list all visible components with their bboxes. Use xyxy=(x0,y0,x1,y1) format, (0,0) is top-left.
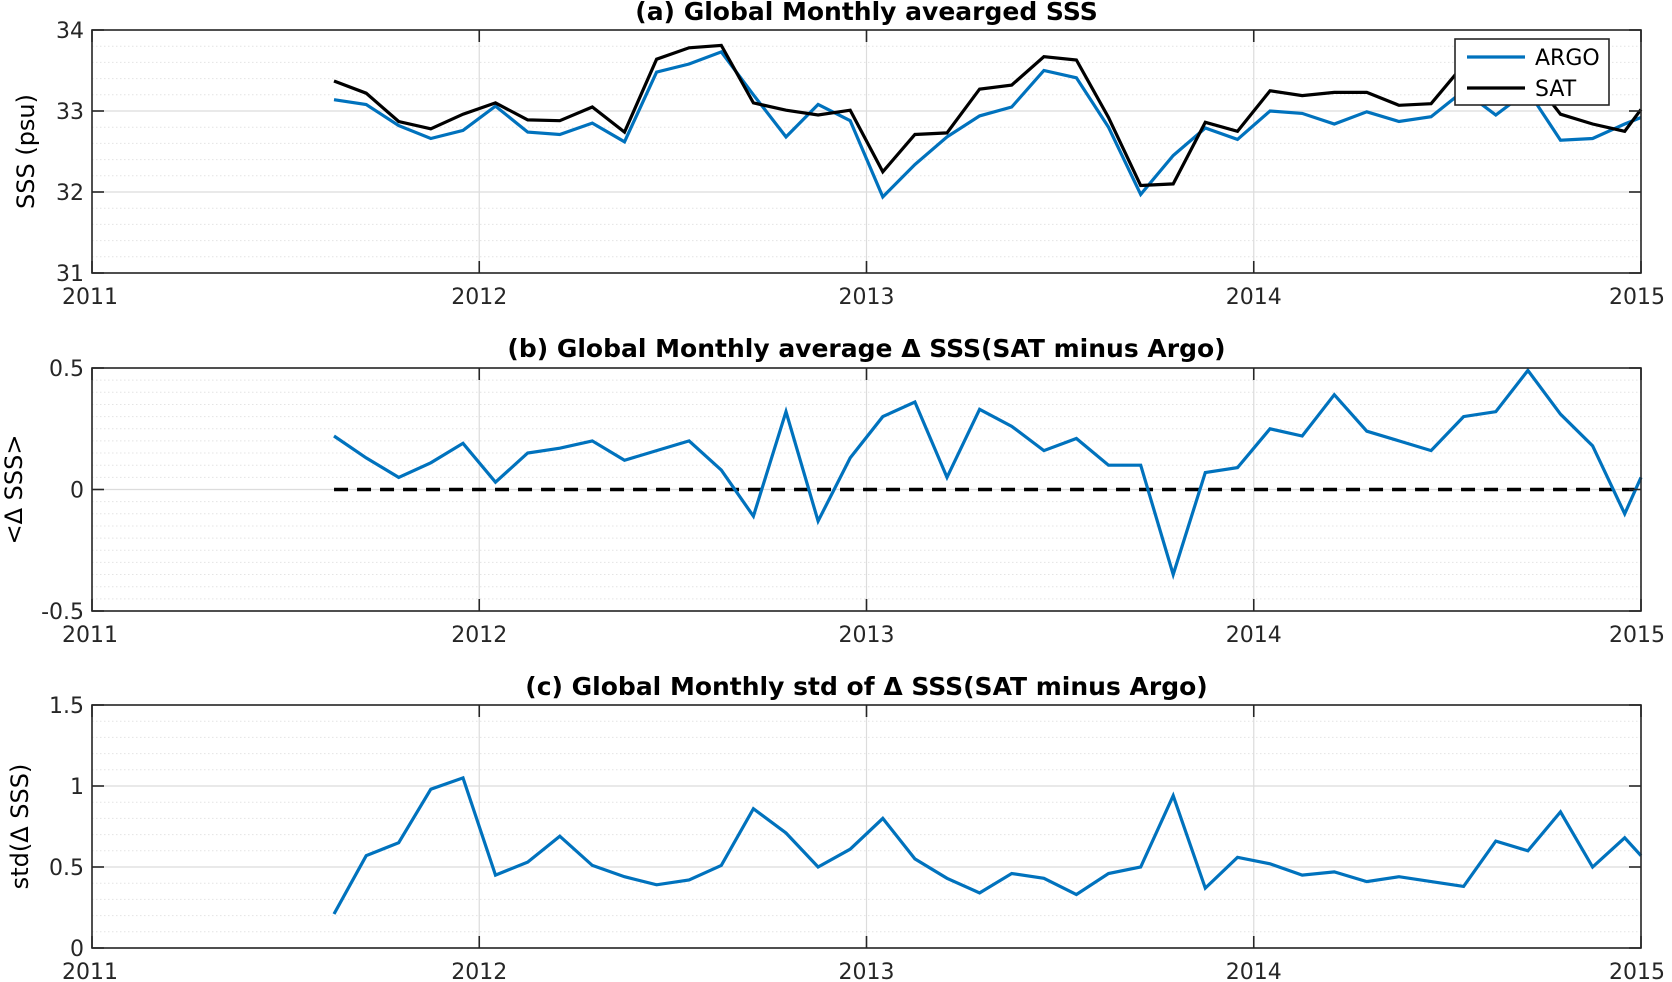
y-tick-label: 0 xyxy=(70,937,84,962)
y-axis-label: <Δ SSS> xyxy=(0,435,28,545)
y-tick-label: 0 xyxy=(70,479,84,504)
x-tick-label: 2012 xyxy=(451,960,507,982)
y-tick-label: 1 xyxy=(70,775,84,800)
y-tick-label: 0.5 xyxy=(49,357,84,382)
legend-label-sat: SAT xyxy=(1535,77,1577,102)
x-tick-label: 2015 xyxy=(1609,960,1665,982)
y-tick-label: -0.5 xyxy=(41,600,84,625)
y-axis-label: std(Δ SSS) xyxy=(6,764,34,890)
series-argo-line xyxy=(333,49,1642,200)
x-tick-label: 2015 xyxy=(1609,623,1665,648)
x-tick-label: 2013 xyxy=(839,623,895,648)
tick-marks xyxy=(91,367,1642,612)
x-tick-label: 2014 xyxy=(1226,623,1282,648)
x-tick-label: 2014 xyxy=(1226,960,1282,982)
legend: ARGO SAT xyxy=(1454,38,1610,106)
x-tick-label: 2011 xyxy=(62,285,118,310)
y-tick-label: 31 xyxy=(56,262,84,287)
panel-a: 2011 2012 2013 2014 2015 31 32 33 34 (a) Global M… xyxy=(12,0,1665,310)
y-tick-label: 34 xyxy=(56,19,84,44)
x-tick-label: 2012 xyxy=(451,285,507,310)
y-tick-label: 33 xyxy=(56,100,84,125)
y-tick-label: 1.5 xyxy=(49,694,84,719)
series-line xyxy=(332,775,1643,915)
series-sat-line xyxy=(333,43,1643,188)
chart-title: (b) Global Monthly average Δ SSS(SAT min… xyxy=(507,334,1225,363)
x-tick-label: 2013 xyxy=(839,285,895,310)
legend-box xyxy=(1454,38,1610,106)
y-axis-label: SSS (psu) xyxy=(12,94,40,209)
panel-b: 2011 2012 2013 2014 2015 -0.5 0 0.5 (b) Global M… xyxy=(0,334,1665,648)
series-line xyxy=(333,367,1643,580)
x-tick-label: 2012 xyxy=(451,623,507,648)
chart-title: (a) Global Monthly avearged SSS xyxy=(635,0,1097,26)
y-tick-label: 32 xyxy=(56,181,84,206)
x-tick-label: 2014 xyxy=(1226,285,1282,310)
legend-label-argo: ARGO xyxy=(1535,46,1600,71)
panel-c: 2011 2012 2013 2014 2015 0 0.5 1 1.5 (c) Global M… xyxy=(6,672,1665,982)
x-tick-label: 2015 xyxy=(1609,285,1665,310)
tick-marks xyxy=(91,704,1642,949)
x-tick-label: 2013 xyxy=(839,960,895,982)
x-tick-label: 2011 xyxy=(62,623,118,648)
x-tick-label: 2011 xyxy=(62,960,118,982)
y-tick-label: 0.5 xyxy=(49,856,84,881)
chart-title: (c) Global Monthly std of Δ SSS(SAT minu… xyxy=(525,672,1207,701)
tick-marks xyxy=(91,29,1642,274)
